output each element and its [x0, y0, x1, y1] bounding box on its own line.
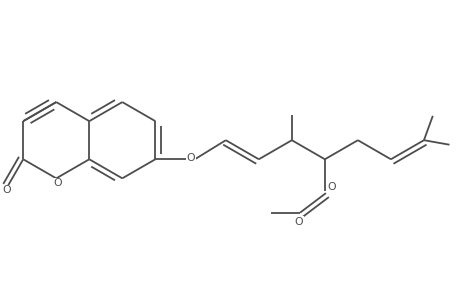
Text: O: O: [53, 178, 62, 188]
Text: O: O: [2, 185, 11, 196]
Text: O: O: [294, 217, 302, 227]
Text: O: O: [186, 153, 195, 163]
Text: O: O: [326, 182, 335, 192]
